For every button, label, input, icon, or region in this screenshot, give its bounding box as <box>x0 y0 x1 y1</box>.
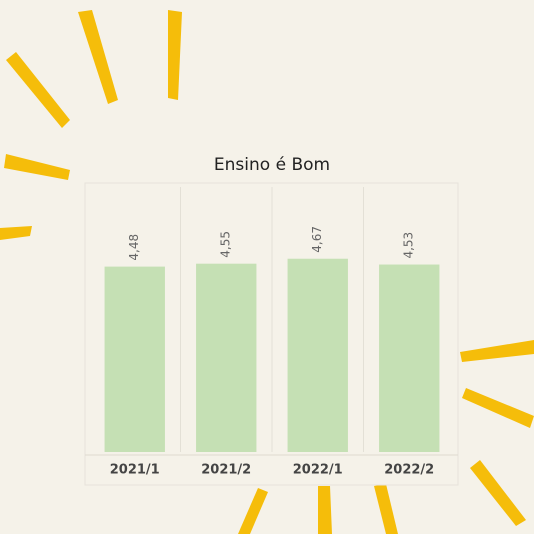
value-label: 4,55 <box>219 231 233 258</box>
value-label: 4,67 <box>310 226 324 253</box>
x-tick-label: 2022/1 <box>293 463 343 478</box>
bar <box>288 259 348 452</box>
page: Ensino é Bom 2021/1 4,48 2021/2 4,55 2022/1 4… <box>0 0 534 534</box>
value-label: 4,53 <box>402 232 416 259</box>
bar <box>379 265 439 452</box>
x-tick-label: 2021/1 <box>110 463 160 478</box>
bar <box>196 264 256 452</box>
chart: Ensino é Bom 2021/1 4,48 2021/2 4,55 2022/1 4… <box>0 0 534 534</box>
chart-title: Ensino é Bom <box>214 155 330 175</box>
x-tick-label: 2021/2 <box>201 463 251 478</box>
value-label: 4,48 <box>127 234 141 261</box>
x-tick-label: 2022/2 <box>384 463 434 478</box>
bar <box>105 267 165 452</box>
